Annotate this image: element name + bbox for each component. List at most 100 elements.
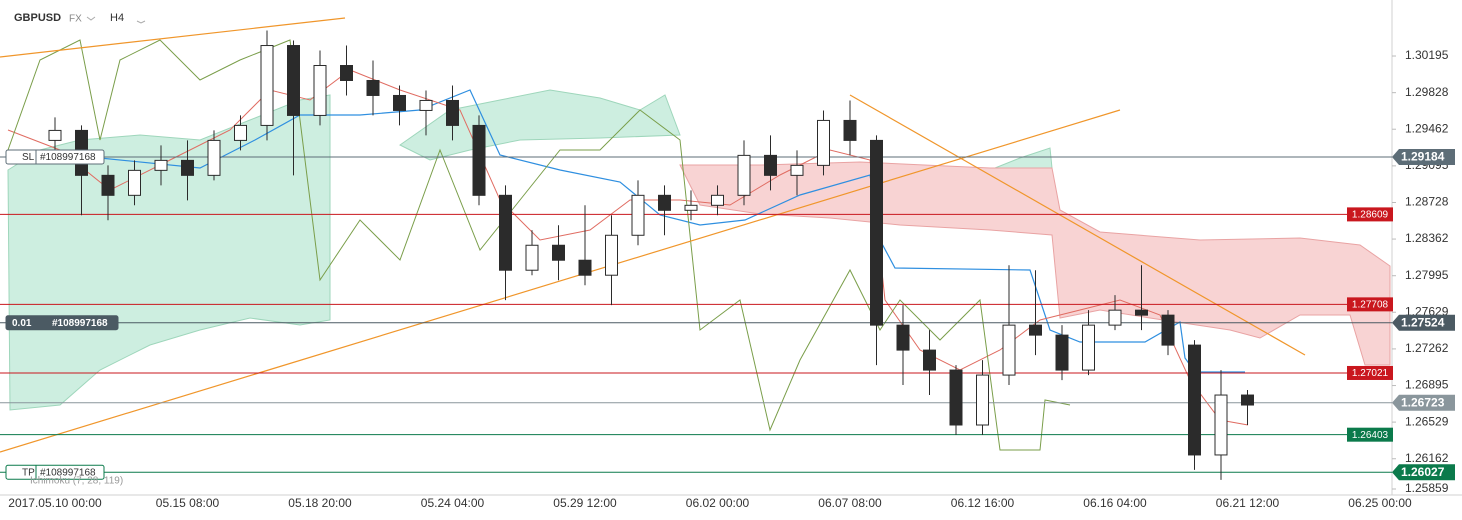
price-box-label: 1.27524: [1401, 315, 1445, 329]
candle-body: [552, 244, 565, 261]
candle-body: [631, 194, 645, 236]
order-tag-name: 0.01: [12, 318, 32, 329]
candle-body: [949, 369, 963, 426]
candle-body: [790, 164, 804, 176]
candle-body: [976, 374, 989, 426]
order-tag[interactable]: SL #108997168: [5, 149, 105, 165]
x-tick-label: 05.24 04:00: [421, 496, 485, 510]
y-tick-label: 1.25859: [1405, 481, 1449, 495]
price-box: [1347, 365, 1393, 380]
candle-body: [658, 194, 671, 211]
x-tick-label: 06.07 08:00: [818, 496, 882, 510]
candle-body: [578, 259, 592, 276]
candle-body: [764, 154, 777, 176]
price-box: [1347, 207, 1393, 222]
candle-body: [817, 119, 830, 166]
price-box-label: 1.27708: [1352, 300, 1389, 311]
cloud-bullish: [399, 89, 681, 161]
candle-body: [1029, 324, 1042, 336]
candle-body: [340, 65, 353, 81]
price-box: [1392, 148, 1455, 165]
cloud-bullish: [7, 94, 331, 411]
order-tag-label: #108997168: [52, 318, 108, 329]
candle-body: [525, 244, 539, 271]
candle-body: [843, 119, 857, 141]
order-tag-box: [5, 315, 119, 331]
trend-line: [849, 94, 1306, 356]
x-tick-label: 06.25 00:00: [1348, 496, 1412, 510]
price-box: [1347, 297, 1393, 312]
trend-line: [0, 17, 346, 58]
candle-body: [128, 169, 141, 196]
candle-body: [446, 99, 459, 126]
y-tick-label: 1.29462: [1405, 121, 1449, 135]
price-box: [1392, 314, 1455, 331]
candle-body: [737, 154, 751, 196]
price-box-label: 1.28609: [1352, 210, 1389, 221]
candle-body: [923, 349, 936, 371]
cloud-bullish: [989, 147, 1053, 171]
candle-body: [181, 159, 194, 176]
symbol[interactable]: GBPUSD: [14, 12, 61, 24]
y-tick-label: 1.26895: [1405, 378, 1449, 392]
candle-body: [1241, 394, 1254, 406]
candle-body: [101, 174, 115, 196]
candle-body: [1055, 334, 1069, 371]
kijun-line: [7, 89, 1245, 373]
order-tag-name: SL: [22, 152, 35, 163]
candle-body: [1135, 309, 1148, 316]
price-box-label: 1.29184: [1401, 150, 1445, 164]
labels: 1.301951.298281.294621.290951.287281.283…: [5, 48, 1455, 510]
candle-body: [287, 45, 300, 116]
order-tag[interactable]: 0.01 #108997168: [5, 315, 119, 331]
y-tick-label: 1.29828: [1405, 85, 1449, 99]
candle-body: [684, 204, 698, 211]
candle-body: [1188, 344, 1201, 456]
order-tag-label: #108997168: [40, 467, 96, 478]
x-tick-label: 06.02 00:00: [686, 496, 750, 510]
candle-body: [1161, 314, 1175, 346]
candle-body: [154, 159, 168, 171]
y-tick-label: 1.28728: [1405, 195, 1449, 209]
price-box-label: 1.26723: [1401, 395, 1445, 409]
dropdown-icon[interactable]: [86, 16, 96, 21]
dropdown-icon[interactable]: [136, 20, 146, 24]
candle-body: [711, 194, 724, 206]
levels: [0, 156, 1392, 473]
cloud-bearish: [679, 161, 1391, 366]
x-tick-label: 05.29 12:00: [553, 496, 617, 510]
price-box: [1392, 394, 1455, 411]
x-tick-label: 06.21 12:00: [1216, 496, 1280, 510]
chikou-line: [7, 39, 1071, 451]
candle-body: [207, 139, 221, 176]
x-tick-label: 05.18 20:00: [288, 496, 352, 510]
candle-body: [1002, 324, 1016, 376]
indicator-label: Ichimoku (7, 28, 119): [30, 476, 123, 487]
candle-body: [313, 65, 327, 116]
candle-body: [1108, 309, 1122, 326]
order-tag-name: TP: [22, 467, 35, 478]
candle-body: [1082, 324, 1095, 371]
y-tick-label: 1.27995: [1405, 268, 1449, 282]
candle-body: [499, 194, 512, 271]
order-tag-box: [5, 149, 105, 165]
candle-body: [419, 99, 433, 111]
y-tick-label: 1.30195: [1405, 48, 1449, 62]
candle-body: [234, 124, 247, 141]
y-tick-label: 1.26162: [1405, 451, 1449, 465]
price-box: [1347, 427, 1393, 442]
x-tick-label: 2017.05.10 00:00: [8, 496, 102, 510]
timeframe[interactable]: H4: [110, 12, 124, 24]
candle-body: [605, 234, 618, 276]
x-tick-label: 06.16 04:00: [1083, 496, 1147, 510]
order-tag[interactable]: TP #108997168: [5, 464, 105, 480]
x-tick-label: 06.12 16:00: [951, 496, 1015, 510]
candle-body: [1214, 394, 1228, 456]
market: FX: [69, 14, 82, 25]
price-box-label: 1.26027: [1401, 465, 1445, 479]
price-box: [1392, 464, 1455, 481]
candle-body: [366, 79, 380, 96]
y-tick-label: 1.27262: [1405, 341, 1449, 355]
